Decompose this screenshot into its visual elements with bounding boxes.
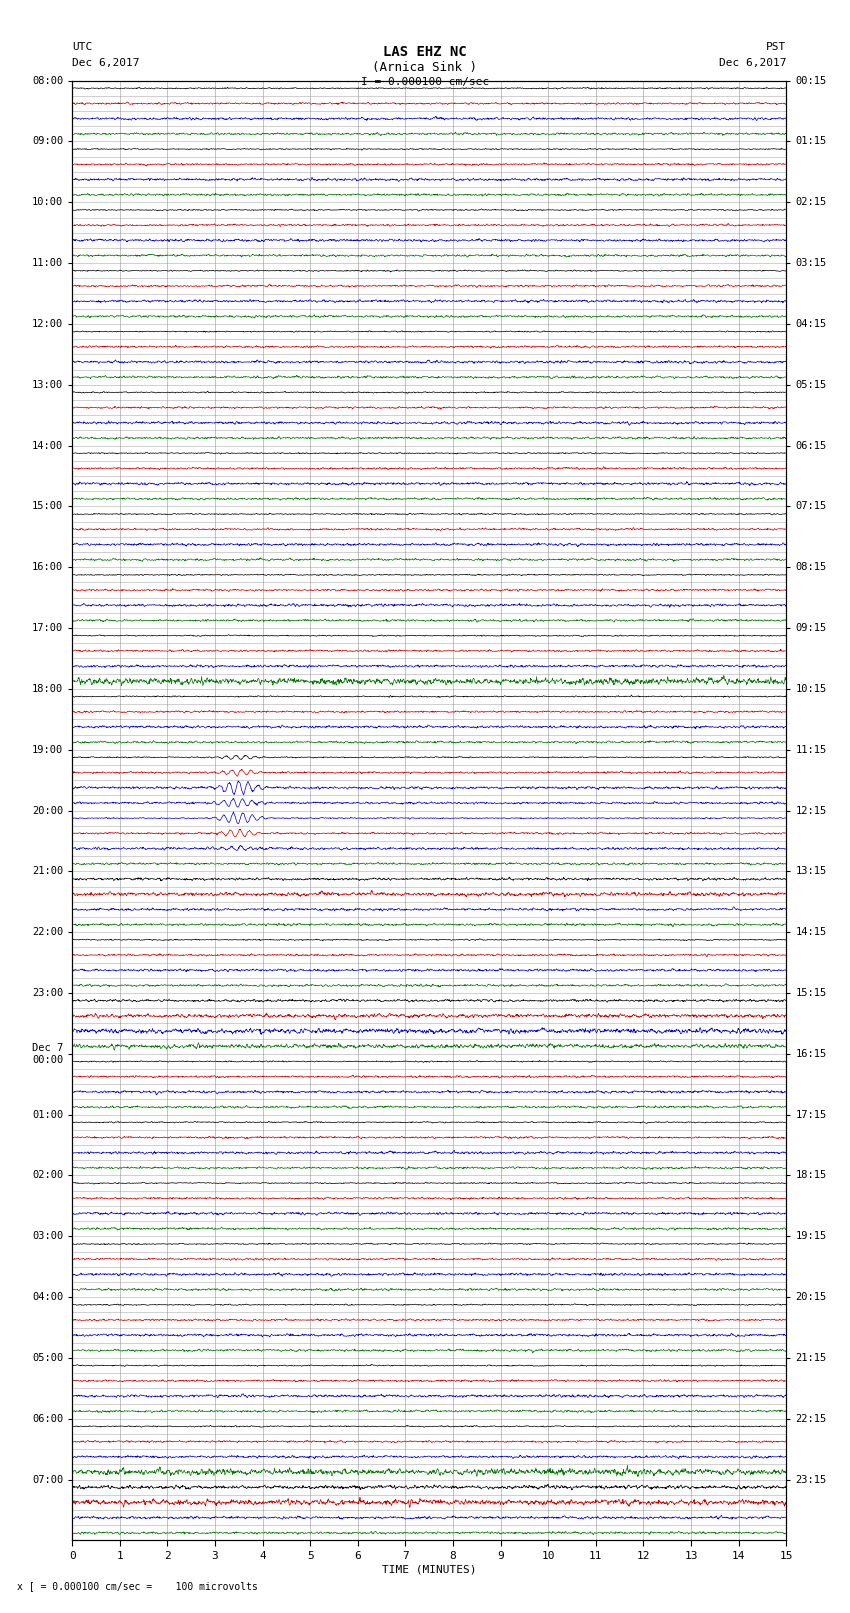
Text: UTC: UTC [72,42,93,52]
X-axis label: TIME (MINUTES): TIME (MINUTES) [382,1565,477,1574]
Text: I = 0.000100 cm/sec: I = 0.000100 cm/sec [361,77,489,87]
Text: PST: PST [766,42,786,52]
Text: Dec 6,2017: Dec 6,2017 [719,58,786,68]
Text: x [ = 0.000100 cm/sec =    100 microvolts: x [ = 0.000100 cm/sec = 100 microvolts [17,1581,258,1590]
Text: LAS EHZ NC: LAS EHZ NC [383,45,467,60]
Text: Dec 6,2017: Dec 6,2017 [72,58,139,68]
Text: (Arnica Sink ): (Arnica Sink ) [372,61,478,74]
